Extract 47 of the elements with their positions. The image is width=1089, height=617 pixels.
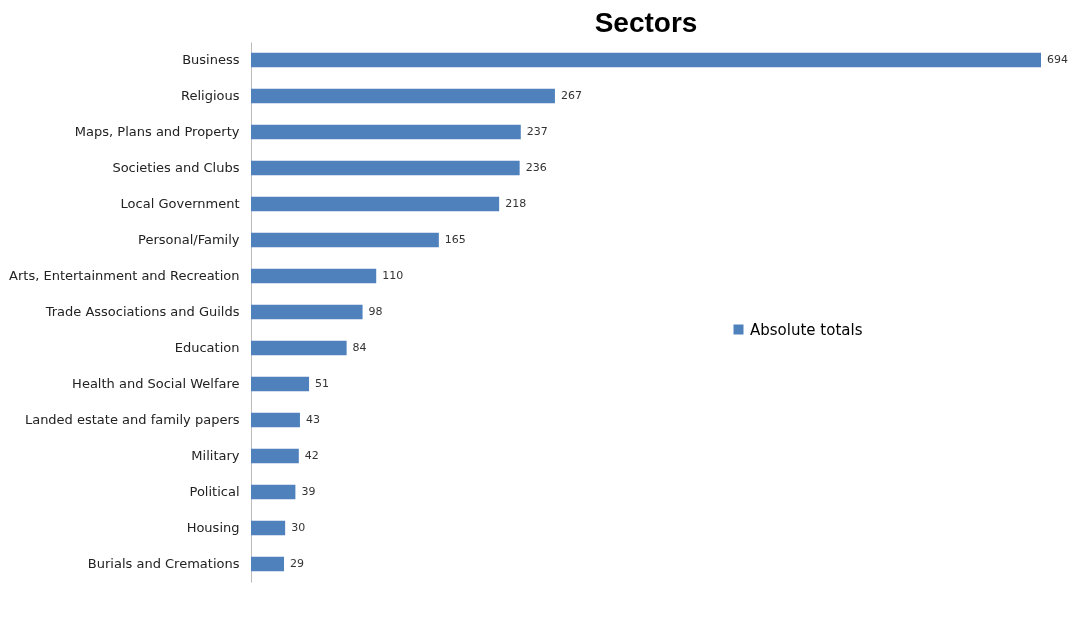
data-label: 110 [382, 269, 404, 282]
bar [251, 232, 439, 248]
y-tick-label: Arts, Entertainment and Recreation [9, 268, 240, 283]
bar [251, 124, 521, 140]
bar [251, 556, 285, 572]
bar [251, 52, 1041, 68]
data-label: 39 [301, 485, 316, 498]
bar [251, 340, 347, 356]
bar [251, 520, 286, 536]
y-tick-label: Personal/Family [138, 232, 240, 247]
y-tick-label: Religious [181, 88, 240, 103]
bar [251, 304, 363, 320]
y-tick-label: Military [191, 448, 240, 463]
y-tick-label: Trade Associations and Guilds [44, 304, 240, 319]
data-label: 267 [560, 89, 582, 102]
data-label: 84 [352, 341, 367, 354]
bar [251, 484, 296, 500]
data-label: 237 [526, 125, 548, 138]
y-tick-label: Housing [186, 520, 240, 535]
y-tick-label: Burials and Cremations [87, 556, 240, 571]
data-label: 236 [525, 161, 547, 174]
y-tick-label: Health and Social Welfare [72, 376, 240, 391]
data-label: 43 [305, 413, 320, 426]
chart-title: Sectors [594, 7, 698, 38]
data-label: 165 [444, 233, 466, 246]
data-label: 51 [315, 377, 330, 390]
data-label: 42 [304, 449, 319, 462]
data-label: 98 [368, 305, 383, 318]
data-label: 694 [1047, 53, 1068, 66]
y-tick-label: Education [174, 340, 240, 355]
bar [251, 376, 310, 392]
data-label: 29 [290, 557, 305, 570]
data-label: 30 [291, 521, 306, 534]
y-tick-label: Business [182, 52, 240, 67]
bar [251, 88, 555, 104]
legend-label: Absolute totals [750, 320, 863, 339]
bar [251, 160, 520, 176]
data-label: 218 [505, 197, 527, 210]
y-tick-label: Landed estate and family papers [24, 412, 240, 427]
bar [251, 268, 377, 284]
bar [251, 196, 500, 212]
y-tick-label: Political [189, 484, 240, 499]
bar [251, 448, 299, 464]
bar [251, 412, 300, 428]
y-tick-label: Local Government [120, 196, 240, 211]
y-tick-label: Maps, Plans and Property [74, 124, 240, 139]
y-tick-label: Societies and Clubs [112, 160, 240, 175]
